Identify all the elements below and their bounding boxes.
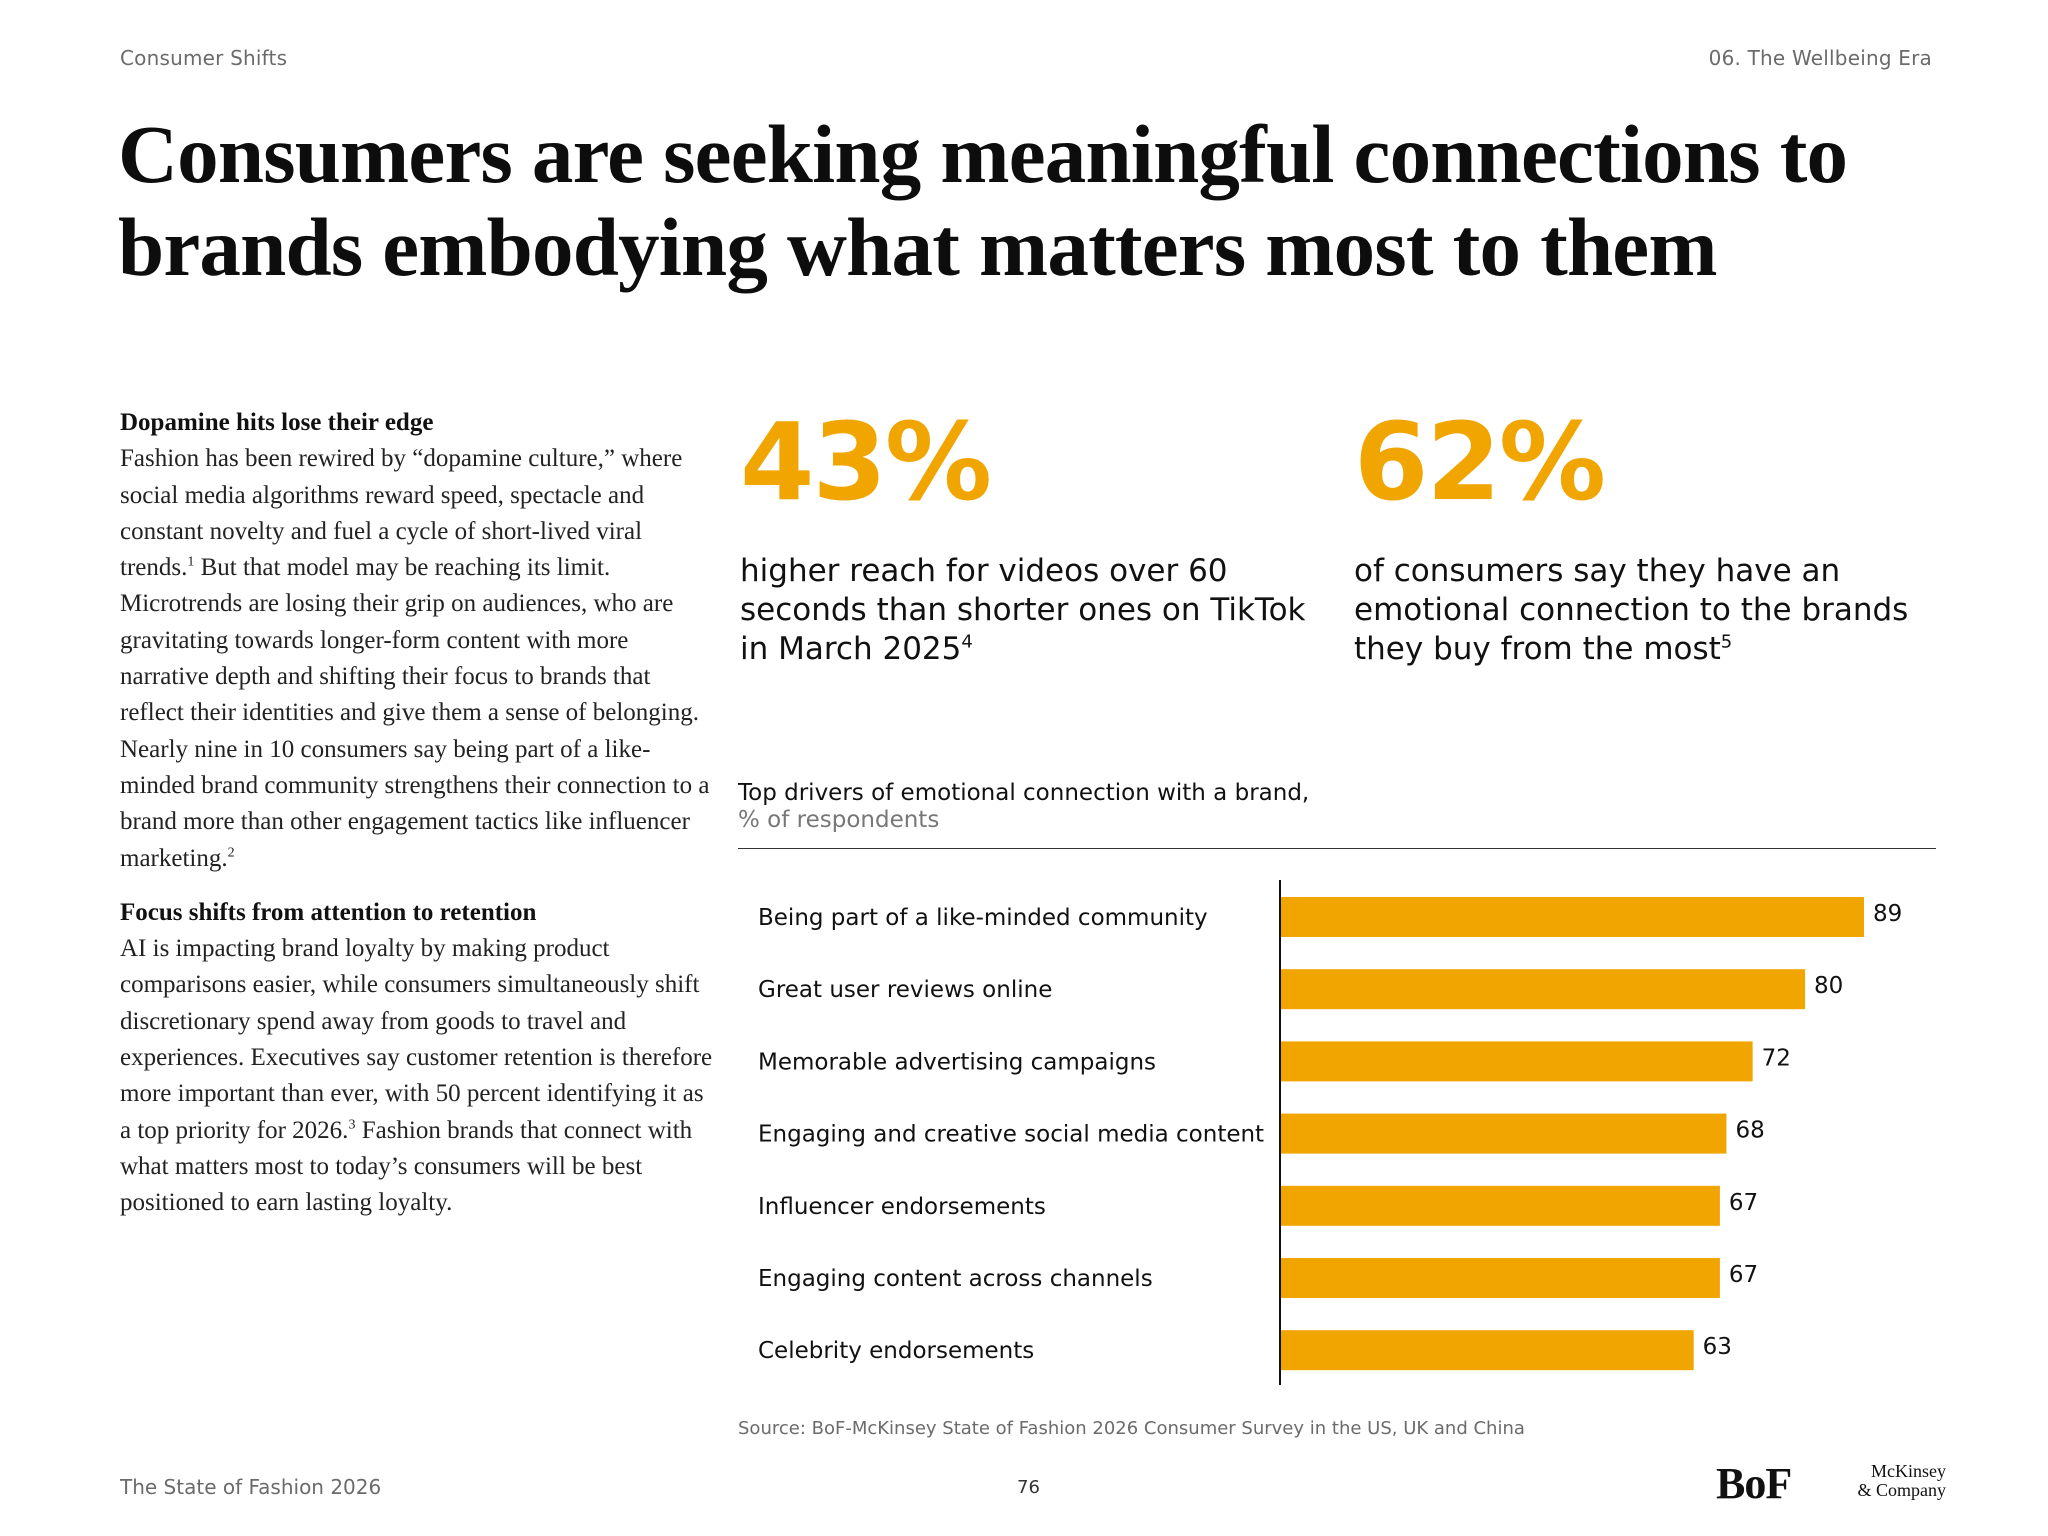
header-section-label: Consumer Shifts [120,46,288,70]
bar [1281,1185,1720,1226]
section-heading: Dopamine hits lose their edge [120,409,434,436]
bar-value-label: 63 [1703,1334,1732,1360]
section-retention: Focus shifts from attention to retention… [120,895,720,1222]
body-text: Fashion brands that connect with what ma… [120,1116,693,1217]
chart-subtitle: % of respondents [738,807,940,833]
stat-description-text: of consumers say they have an emotional … [1354,553,1909,667]
bar-value-label: 68 [1735,1118,1764,1144]
bar-category-label: Being part of a like-minded community [758,905,1208,931]
stat-description-text: higher reach for videos over 60 seconds … [740,553,1306,667]
section-dopamine: Dopamine hits lose their edge Fashion ha… [120,405,720,877]
bar-category-label: Great user reviews online [758,977,1052,1003]
footnote-ref: 2 [227,845,235,861]
bar-category-label: Influencer endorsements [758,1194,1046,1220]
stat-number: 43% [740,401,992,525]
footnote-ref: 4 [961,631,973,653]
bar-value-label: 67 [1729,1262,1758,1288]
bar [1281,1113,1727,1154]
mckinsey-logo-line2: & Company [1857,1480,1947,1500]
chart-title-text: Top drivers of emotional connection with… [738,780,1310,806]
bar [1281,1258,1720,1298]
section-heading: Focus shifts from attention to retention [120,898,537,926]
section-body: AI is impacting brand loyalty by making … [120,931,720,1221]
bar-value-label: 80 [1814,973,1843,999]
bar-value-label: 67 [1729,1190,1758,1216]
left-column: Dopamine hits lose their edge Fashion ha… [120,405,720,1222]
chart-title: Top drivers of emotional connection with… [738,780,1309,834]
bar-category-label: Engaging and creative social media conte… [758,1122,1264,1148]
footnote-ref: 1 [187,554,195,570]
bof-logo: BoF [1716,1459,1792,1508]
bar-category-label: Celebrity endorsements [758,1338,1034,1364]
body-text: But that model may be reaching its limit… [120,554,710,872]
page-title: Consumers are seeking meaningful connect… [118,108,1848,293]
mckinsey-logo-line1: McKinsey [1871,1461,1946,1481]
stat-description: of consumers say they have an emotional … [1354,552,1954,669]
stat-number: 62% [1354,401,1606,525]
chart-divider [738,848,1936,849]
page-number: 76 [1017,1477,1040,1498]
bar [1281,897,1864,937]
bar [1281,1330,1694,1371]
section-body: Fashion has been rewired by “dopamine cu… [120,441,720,877]
bar-value-label: 89 [1873,901,1902,927]
footer-publication: The State of Fashion 2026 [120,1475,382,1499]
stat-description: higher reach for videos over 60 seconds … [740,552,1340,669]
bar-value-label: 72 [1762,1045,1791,1071]
header-chapter-label: 06. The Wellbeing Era [1708,46,1932,70]
bar-category-label: Engaging content across channels [758,1266,1153,1292]
body-text: Fashion has been rewired by “dopamine cu… [120,445,683,582]
source-note: Source: BoF-McKinsey State of Fashion 20… [738,1418,1525,1439]
mckinsey-logo: McKinsey & Company [1826,1461,1947,1500]
bar-category-label: Memorable advertising campaigns [758,1049,1156,1075]
body-text: AI is impacting brand loyalty by making … [120,935,713,1144]
bar [1281,969,1806,1010]
footnote-ref: 3 [348,1117,356,1133]
footnote-ref: 5 [1720,631,1733,653]
bar [1281,1041,1753,1082]
